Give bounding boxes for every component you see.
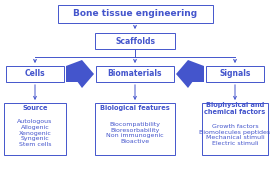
Bar (95, 33, 175, 49)
Text: Cells: Cells (25, 70, 45, 78)
Bar (6, 66, 64, 82)
Bar (58, 5, 212, 23)
Text: Autologous
Allogenic
Xenogenic
Syngenic
Stem cells: Autologous Allogenic Xenogenic Syngenic … (17, 119, 53, 147)
Text: Source: Source (22, 105, 48, 111)
Text: Growth factors
Biomolecules peptides
Mechanical stimuli
Electric stimuli: Growth factors Biomolecules peptides Mec… (200, 124, 270, 146)
Bar (96, 66, 174, 82)
Text: Biocompatibility
Bioresorbability
Non immunogenic
Bioactive: Biocompatibility Bioresorbability Non im… (106, 122, 164, 144)
Polygon shape (176, 60, 204, 88)
Text: Biophysical and
chemical factors: Biophysical and chemical factors (204, 101, 266, 115)
Text: Scaffolds: Scaffolds (115, 36, 155, 46)
Bar (95, 103, 175, 155)
Text: Signals: Signals (219, 70, 251, 78)
Text: Biological features: Biological features (100, 105, 170, 111)
Text: Biomaterials: Biomaterials (108, 70, 162, 78)
Polygon shape (66, 60, 94, 88)
Bar (206, 66, 264, 82)
Bar (202, 103, 268, 155)
Bar (4, 103, 66, 155)
Text: Bone tissue engineering: Bone tissue engineering (73, 9, 197, 19)
